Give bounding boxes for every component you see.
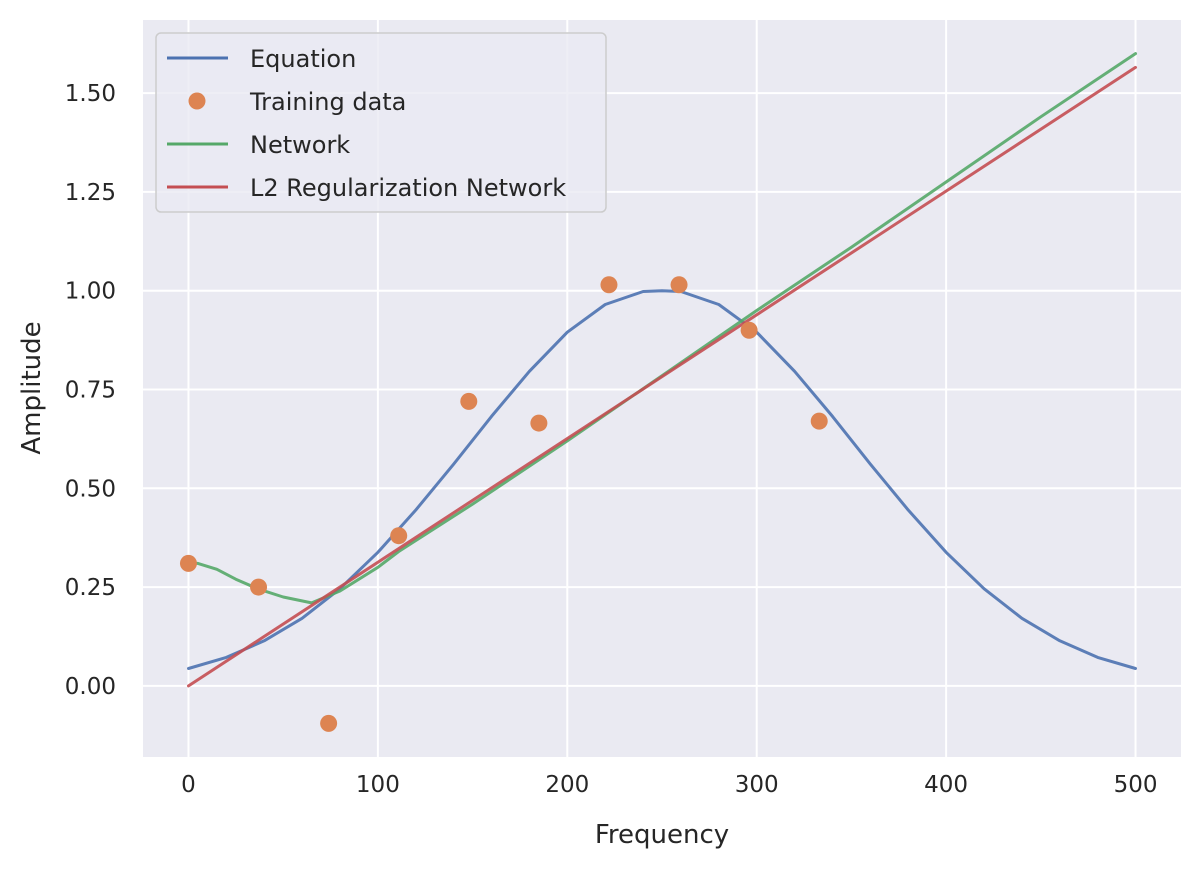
x-tick-label: 100 — [356, 772, 400, 798]
y-tick-label: 0.75 — [65, 377, 116, 403]
legend-label: Network — [250, 131, 350, 159]
legend-label: Equation — [250, 45, 356, 73]
y-tick-label: 1.00 — [65, 279, 116, 305]
legend: Equation Training data Network L2 Regulariz… — [155, 32, 607, 213]
legend-marker — [188, 92, 206, 110]
y-tick-label: 1.50 — [65, 81, 116, 107]
legend-label: L2 Regularization Network — [250, 174, 566, 202]
x-tick-label: 200 — [545, 772, 589, 798]
training-data-point — [670, 276, 688, 294]
series-line-l2-regularization-network — [187, 65, 1137, 688]
training-data-point — [600, 276, 618, 294]
x-axis-ticks: 0 100 200 300 400 500 — [181, 772, 1157, 798]
y-axis-ticks: 0.00 0.25 0.50 0.75 1.00 1.25 1.50 — [65, 81, 116, 700]
x-tick-label: 0 — [181, 772, 196, 798]
y-tick-label: 0.00 — [65, 674, 116, 700]
x-tick-label: 300 — [735, 772, 779, 798]
y-tick-label: 0.25 — [65, 575, 116, 601]
training-data-point — [810, 412, 828, 430]
series-layer — [179, 52, 1137, 732]
x-tick-label: 400 — [924, 772, 968, 798]
training-data-point — [320, 714, 338, 732]
series-line-equation — [187, 289, 1137, 670]
legend-label: Training data — [249, 88, 406, 116]
series-line-network — [187, 52, 1137, 605]
y-tick-label: 0.50 — [65, 476, 116, 502]
training-data-point — [740, 321, 758, 339]
training-data-point — [460, 392, 478, 410]
training-data-point — [250, 578, 268, 596]
training-data-point — [530, 414, 548, 432]
y-tick-label: 1.25 — [65, 180, 116, 206]
training-data-point — [179, 554, 197, 572]
legend-box — [155, 32, 607, 213]
x-tick-label: 500 — [1114, 772, 1158, 798]
y-axis-label: Amplitude — [17, 321, 47, 454]
x-axis-label: Frequency — [595, 820, 729, 850]
training-data-point — [390, 527, 408, 545]
